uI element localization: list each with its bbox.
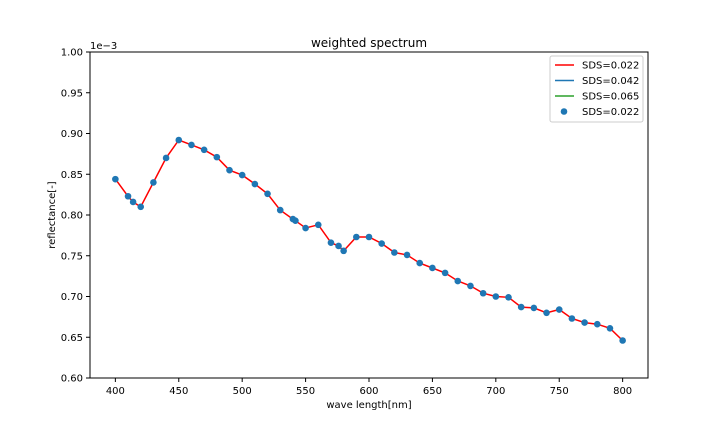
x-tick-label: 750 [550,386,569,397]
legend-label: SDS=0.065 [582,92,639,103]
data-point [619,337,626,344]
y-tick-label: 0.60 [61,374,83,385]
y-offset-text: 1e−3 [90,41,117,52]
data-point [226,166,233,174]
data-point [365,233,373,241]
x-tick-label: 700 [486,386,505,397]
legend-label: SDS=0.042 [582,76,639,87]
y-tick-label: 0.65 [61,333,83,344]
data-point [568,315,576,322]
data-point [378,240,385,247]
y-tick-label: 0.95 [61,88,83,99]
x-tick-label: 650 [423,386,442,397]
x-tick-label: 500 [233,386,252,397]
legend-marker-swatch [560,108,568,115]
data-point [581,319,588,326]
data-point [188,141,195,149]
data-point [292,217,299,225]
legend: SDS=0.022 SDS=0.042 SDS=0.065 SDS=0.022 [549,55,644,123]
chart-title: weighted spectrum [311,36,427,50]
y-tick-label: 0.75 [61,251,83,262]
data-point [391,249,398,256]
data-point [302,224,309,232]
data-point [606,324,614,332]
data-point [479,289,487,297]
y-tick-label: 0.70 [61,292,83,303]
x-tick-label: 400 [106,386,125,397]
legend-box [549,55,644,123]
plot-area [112,136,626,344]
data-point [213,153,221,161]
data-point [429,264,436,272]
data-point [129,198,137,206]
data-point [200,146,208,154]
data-point [112,175,119,183]
y-tick-label: 0.90 [61,129,83,140]
x-axis-label: wave length[nm] [326,400,411,411]
legend-label: SDS=0.022 [582,107,639,118]
data-point [335,242,342,250]
y-tick-label: 0.80 [61,211,83,222]
data-point [251,180,259,188]
y-tick-label: 1.00 [61,48,83,59]
data-point [416,259,424,267]
data-point [314,221,322,229]
data-point [327,239,335,247]
x-tick-label: 600 [359,386,378,397]
data-point [517,303,525,311]
data-point [340,247,347,255]
data-point [403,251,411,259]
data-point [276,206,284,214]
data-point [593,320,601,328]
data-point [124,192,132,200]
axis-ticks: 400 450 500 550 600 650 700 750 800 0.60 0.65 0.70 0… [61,48,632,398]
axes-frame [89,51,649,379]
data-point [150,179,157,186]
data-point [137,203,145,211]
data-point [441,269,449,277]
x-tick-label: 800 [613,386,632,397]
x-tick-label: 450 [169,386,188,397]
data-point [505,294,512,301]
legend-label: SDS=0.022 [582,61,639,72]
data-point [162,154,170,162]
data-point [467,282,474,290]
y-tick-label: 0.85 [61,170,83,181]
data-point [175,136,183,144]
data-point [530,304,538,312]
data-point [492,293,500,300]
data-point [353,233,360,241]
data-point [454,277,462,285]
data-point [238,171,246,179]
x-tick-label: 550 [296,386,315,397]
data-point [264,190,271,198]
data-point [543,309,550,317]
data-point [555,306,563,313]
y-axis-label: reflectance[-] [47,181,58,249]
